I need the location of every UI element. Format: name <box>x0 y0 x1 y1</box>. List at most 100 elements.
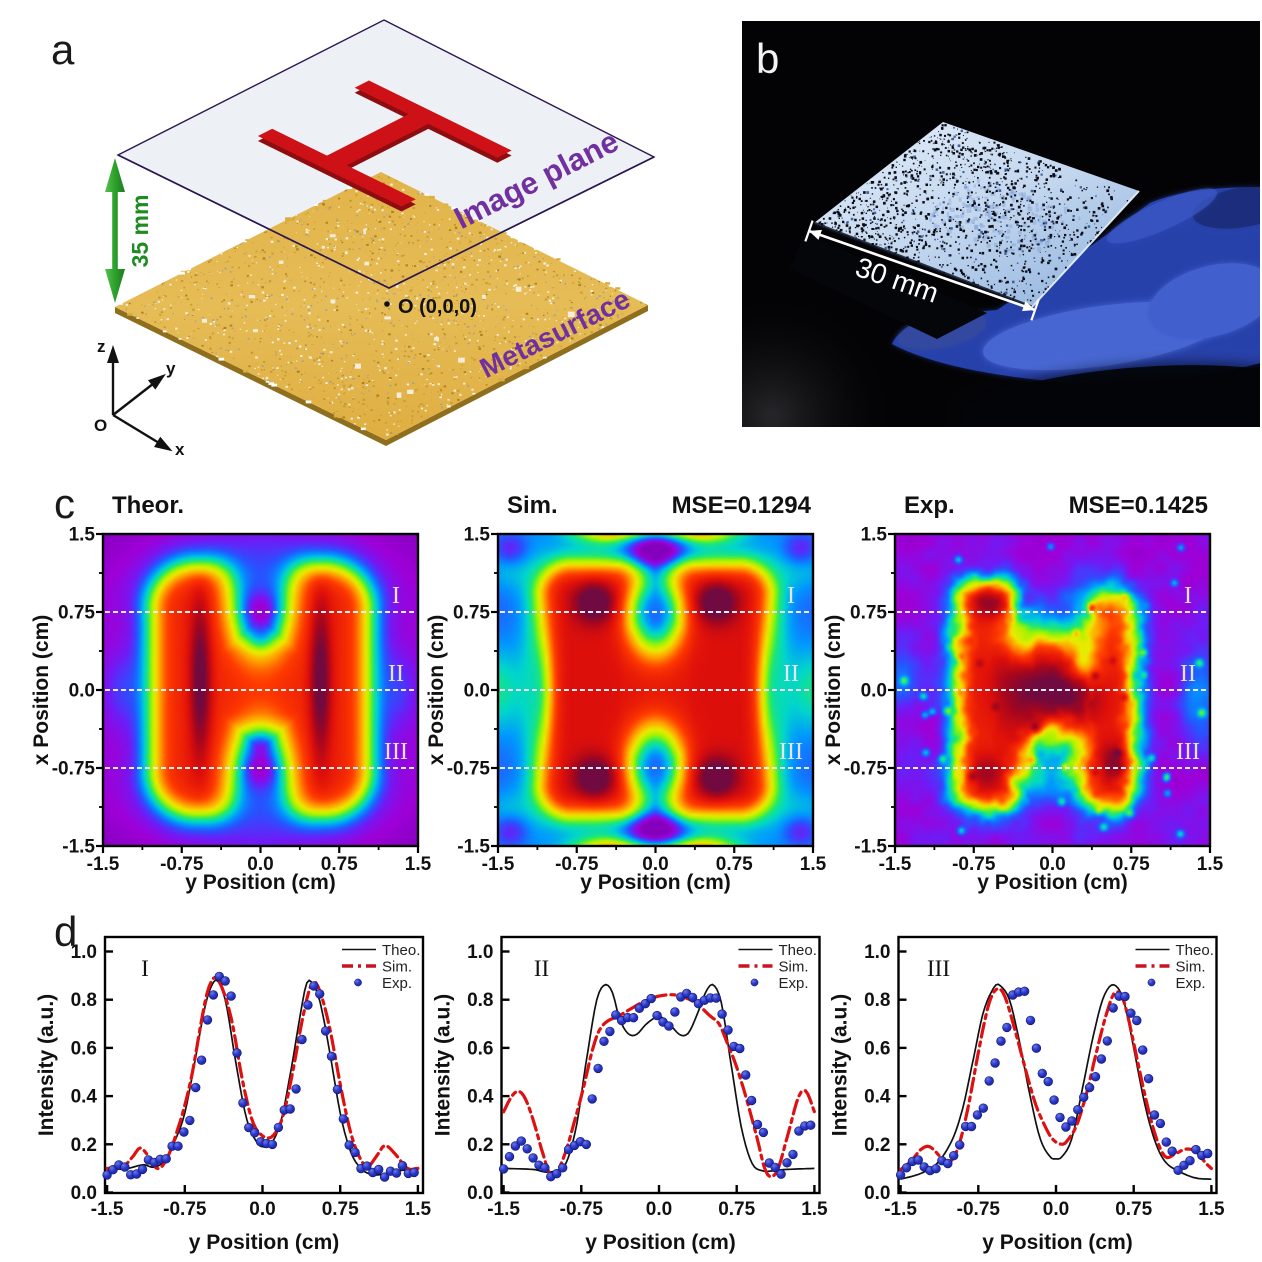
svg-text:y Position (cm): y Position (cm) <box>977 871 1128 894</box>
svg-text:0.0: 0.0 <box>247 854 273 875</box>
svg-text:II: II <box>783 661 799 687</box>
svg-text:Exp.: Exp. <box>904 492 955 519</box>
svg-text:Sim.: Sim. <box>507 492 558 519</box>
svg-text:Theor.: Theor. <box>112 492 184 519</box>
svg-text:MSE=0.1294: MSE=0.1294 <box>672 492 812 519</box>
svg-text:1.0: 1.0 <box>467 942 493 963</box>
svg-text:0.75: 0.75 <box>58 603 95 624</box>
svg-text:I: I <box>141 956 149 981</box>
svg-text:0.75: 0.75 <box>1115 1199 1152 1220</box>
svg-text:0.0: 0.0 <box>864 1183 890 1204</box>
svg-text:0.0: 0.0 <box>464 681 490 702</box>
svg-text:-0.75: -0.75 <box>844 759 888 780</box>
svg-text:-0.75: -0.75 <box>560 1199 604 1220</box>
svg-text:0.6: 0.6 <box>864 1038 890 1059</box>
svg-text:0.75: 0.75 <box>321 854 358 875</box>
svg-text:0.4: 0.4 <box>71 1087 98 1108</box>
svg-text:1.5: 1.5 <box>464 525 491 546</box>
svg-text:-1.5: -1.5 <box>457 837 490 858</box>
svg-text:II: II <box>388 661 404 687</box>
svg-text:II: II <box>1180 661 1196 687</box>
svg-text:-1.5: -1.5 <box>487 1199 520 1220</box>
svg-text:y Position (cm): y Position (cm) <box>185 871 336 894</box>
svg-text:Theo.: Theo. <box>382 942 420 959</box>
svg-text:-0.75: -0.75 <box>163 1199 207 1220</box>
svg-text:II: II <box>534 956 549 981</box>
svg-text:I: I <box>1184 583 1192 609</box>
svg-text:0.8: 0.8 <box>864 990 890 1011</box>
svg-text:1.5: 1.5 <box>405 1199 432 1220</box>
svg-text:1.5: 1.5 <box>1197 854 1224 875</box>
svg-text:0.4: 0.4 <box>467 1087 494 1108</box>
svg-text:Exp.: Exp. <box>1176 975 1206 992</box>
svg-text:-1.5: -1.5 <box>482 854 515 875</box>
svg-text:Intensity (a.u.): Intensity (a.u.) <box>432 994 455 1136</box>
svg-text:0.0: 0.0 <box>249 1199 275 1220</box>
svg-text:0.2: 0.2 <box>467 1135 493 1156</box>
svg-text:0.0: 0.0 <box>69 681 95 702</box>
svg-text:d: d <box>54 908 77 955</box>
svg-text:1.5: 1.5 <box>405 854 432 875</box>
svg-text:y Position (cm): y Position (cm) <box>580 871 731 894</box>
svg-text:1.5: 1.5 <box>69 525 96 546</box>
svg-text:MSE=0.1425: MSE=0.1425 <box>1069 492 1208 519</box>
svg-text:-1.5: -1.5 <box>879 854 912 875</box>
svg-text:0.75: 0.75 <box>850 603 887 624</box>
svg-text:0.0: 0.0 <box>71 1183 97 1204</box>
svg-text:-0.75: -0.75 <box>52 759 96 780</box>
svg-text:0.8: 0.8 <box>467 990 493 1011</box>
svg-text:x Position (cm): x Position (cm) <box>822 615 845 766</box>
svg-text:0.2: 0.2 <box>71 1135 97 1156</box>
svg-text:0.0: 0.0 <box>642 854 668 875</box>
svg-text:-0.75: -0.75 <box>555 854 599 875</box>
svg-text:0.2: 0.2 <box>864 1135 890 1156</box>
svg-text:1.0: 1.0 <box>864 942 890 963</box>
svg-text:Intensity (a.u.): Intensity (a.u.) <box>829 994 852 1136</box>
svg-text:-1.5: -1.5 <box>884 1199 917 1220</box>
svg-text:0.75: 0.75 <box>718 1199 755 1220</box>
svg-text:I: I <box>392 583 400 609</box>
svg-text:0.0: 0.0 <box>1043 1199 1069 1220</box>
svg-text:-1.5: -1.5 <box>854 837 887 858</box>
svg-text:0.75: 0.75 <box>453 603 490 624</box>
svg-text:III: III <box>779 739 803 765</box>
svg-text:Sim.: Sim. <box>779 959 809 976</box>
svg-text:x Position (cm): x Position (cm) <box>30 615 53 766</box>
svg-text:I: I <box>787 583 795 609</box>
svg-text:Sim.: Sim. <box>1176 959 1206 976</box>
svg-text:0.75: 0.75 <box>1113 854 1150 875</box>
svg-text:-1.5: -1.5 <box>91 1199 124 1220</box>
svg-text:0.75: 0.75 <box>716 854 753 875</box>
svg-text:0.6: 0.6 <box>71 1038 97 1059</box>
svg-text:0.8: 0.8 <box>71 990 97 1011</box>
svg-text:c: c <box>54 480 75 527</box>
svg-text:Theo.: Theo. <box>779 942 817 959</box>
svg-text:0.0: 0.0 <box>1039 854 1065 875</box>
svg-text:Exp.: Exp. <box>382 975 412 992</box>
svg-text:III: III <box>1176 739 1200 765</box>
svg-text:-0.75: -0.75 <box>957 1199 1001 1220</box>
svg-text:Intensity (a.u.): Intensity (a.u.) <box>35 994 58 1136</box>
svg-text:a: a <box>51 26 75 73</box>
svg-text:1.5: 1.5 <box>801 1199 828 1220</box>
svg-text:y Position (cm): y Position (cm) <box>189 1231 340 1254</box>
svg-text:-0.75: -0.75 <box>447 759 491 780</box>
svg-text:y Position (cm): y Position (cm) <box>585 1231 736 1254</box>
svg-text:III: III <box>927 956 950 981</box>
svg-text:1.5: 1.5 <box>1198 1199 1225 1220</box>
svg-text:0.4: 0.4 <box>864 1087 891 1108</box>
svg-text:0.0: 0.0 <box>646 1199 672 1220</box>
svg-text:Exp.: Exp. <box>779 975 809 992</box>
svg-text:0.0: 0.0 <box>467 1183 493 1204</box>
svg-text:Sim.: Sim. <box>382 959 412 976</box>
svg-text:x Position (cm): x Position (cm) <box>425 615 448 766</box>
svg-text:0.0: 0.0 <box>861 681 887 702</box>
svg-text:-1.5: -1.5 <box>62 837 95 858</box>
svg-text:1.5: 1.5 <box>800 854 827 875</box>
svg-text:-0.75: -0.75 <box>160 854 204 875</box>
svg-text:0.75: 0.75 <box>322 1199 359 1220</box>
svg-text:III: III <box>384 739 408 765</box>
svg-text:0.6: 0.6 <box>467 1038 493 1059</box>
svg-text:Theo.: Theo. <box>1176 942 1214 959</box>
svg-text:1.0: 1.0 <box>71 942 97 963</box>
